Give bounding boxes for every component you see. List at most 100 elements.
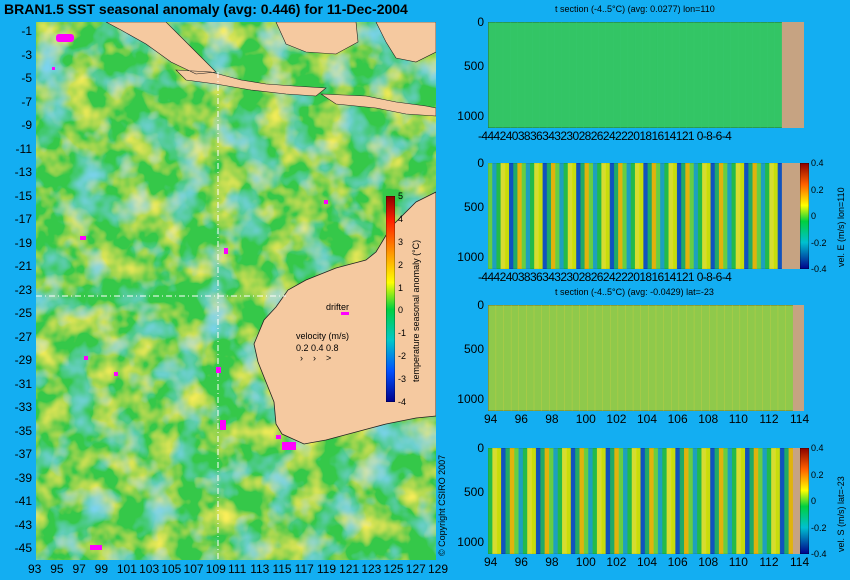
section-x-tick: 104 [637,412,658,426]
lat-tick-label: -41 [14,494,32,508]
lat-tick-label: -21 [14,259,32,273]
section-x-tick: 98 [545,412,559,426]
section-x-tick: 100 [575,412,596,426]
map-colorbar-ticks: 5 4 3 2 1 0 -1 -2 -3 -4 [398,191,412,407]
lon-tick-label: 123 [361,562,382,576]
map-colorbar-tick: 0 [398,305,404,316]
section-x-tick: 100 [575,555,596,569]
lon-tick-label: 129 [428,562,449,576]
lon-tick-label: 97 [72,562,86,576]
lat-tick-label: -3 [21,47,32,62]
land-java-sumatra [105,22,327,97]
drifter-markers [52,34,349,550]
lon-tick-label: 99 [94,562,109,576]
section-x-tick: 110 [728,412,748,426]
section-land [781,22,804,128]
section-colorbar-tick: 0 [811,211,817,221]
lat-tick-label: -45 [14,541,32,555]
section-x-tick: 98 [545,555,559,569]
section-x-tick: 102 [606,555,627,569]
sst-map [36,22,436,560]
velocity-arrows: › › > [300,353,332,363]
lat-tick-label: -37 [14,447,32,461]
lon-axis: 93 95 97 99 101 103 105 107 109 111 113 115 117 119 12… [28,562,448,578]
section-colorbar-tick: 0.4 [811,443,824,453]
lat-tick-label: -43 [14,517,32,532]
section-x-tick: 96 [514,555,528,569]
drifter-label: drifter [326,302,350,312]
section-colorbar-tick: -0.4 [811,549,827,559]
lat-tick-label: -7 [21,94,32,109]
map-title: BRAN1.5 SST seasonal anomaly (avg: 0.446… [4,1,408,17]
section-y-tick: 0 [477,15,484,29]
map-colorbar-tick: 3 [398,236,404,247]
section-colorbar-tick: 0.4 [811,158,824,168]
section-colorbar-tick: -0.2 [811,237,827,248]
map-colorbar-tick: 2 [398,259,404,270]
land-sulawesi [375,22,436,63]
section-y-tick: 1000 [457,392,484,406]
section-land [792,448,804,554]
velocity-scale: 0.2 0.4 0.8 [296,343,339,353]
section-land [781,163,804,269]
section-colorbar-label: vel. S (m/s) lat=-23 [836,476,846,552]
lon-tick-label: 109 [205,562,226,576]
lon-tick-label: 113 [250,562,270,576]
lat-tick-label: -19 [14,235,32,250]
lon-tick-label: 105 [161,562,182,576]
lat-tick-label: -39 [14,470,32,485]
map-colorbar-tick: -4 [398,397,407,407]
lat-tick-label: -33 [14,400,32,414]
section-x-tick: 114 [790,555,810,569]
section-colorbar-tick: 0.2 [811,469,824,480]
lon-tick-label: 125 [383,562,404,576]
section-plot [488,305,804,411]
section-x-tick: 114 [790,412,810,426]
section-plot [488,163,804,269]
section-y-tick: 0 [477,298,484,312]
section-x-ticks: -44424038363432302826242220181614121 0-8… [478,270,732,284]
velocity-label: velocity (m/s) [296,331,350,341]
lon-tick-label: 121 [339,562,360,576]
map-colorbar-tick: 4 [398,213,404,224]
section-y-tick: 1000 [457,535,484,549]
section-y-tick: 0 [477,441,484,455]
section-x-tick: 94 [484,412,498,426]
lat-tick-label: -23 [14,282,32,297]
section-title: t section (-4..5°C) (avg: 0.0277) lon=11… [555,4,715,14]
land-borneo [275,22,359,55]
lat-tick-label: -1 [21,24,32,38]
lon-tick-label: 127 [405,562,426,576]
section-x-tick: 106 [667,555,688,569]
lat-tick-label: -13 [14,165,32,179]
section-x-tick: 104 [637,555,658,569]
lat-axis: -1 -3 -5 -7 -9 -11 -13 -15 -17 -19 -21 -23 -25 -27 -29… [0,22,34,560]
lon-tick-label: 117 [294,562,314,576]
section-x-tick: 108 [698,412,719,426]
section-x-tick: 96 [514,412,528,426]
lat-tick-label: -29 [14,353,32,367]
lon-tick-label: 107 [183,562,204,576]
section-y-tick: 500 [463,342,484,356]
section-x-tick: 108 [698,555,719,569]
section-colorbar [800,163,809,269]
lon-tick-label: 95 [50,562,64,576]
section-colorbar-tick: 0.2 [811,184,824,195]
section-plot [488,448,804,554]
map-colorbar [386,196,395,402]
map-colorbar-tick: 1 [398,282,404,293]
map-colorbar-label: temperature seasonal anomaly (°C) [411,239,421,382]
section-x-tick: 112 [759,555,779,569]
lon-tick-label: 119 [316,562,337,576]
lon-tick-label: 101 [116,562,137,576]
section-x-ticks: -44424038363432302826242220181614121 0-8… [478,129,732,143]
section-y-tick: 500 [463,200,484,214]
section-colorbar-label: vel. E (m/s) lon=110 [836,187,846,267]
section-x-tick: 106 [667,412,688,426]
lat-tick-label: -5 [21,71,32,85]
section-colorbar-tick: 0 [811,496,817,506]
section-y-tick: 500 [463,59,484,73]
section-y-tick: 1000 [457,109,484,123]
lat-tick-label: -9 [21,118,32,132]
section-plot [488,22,804,128]
